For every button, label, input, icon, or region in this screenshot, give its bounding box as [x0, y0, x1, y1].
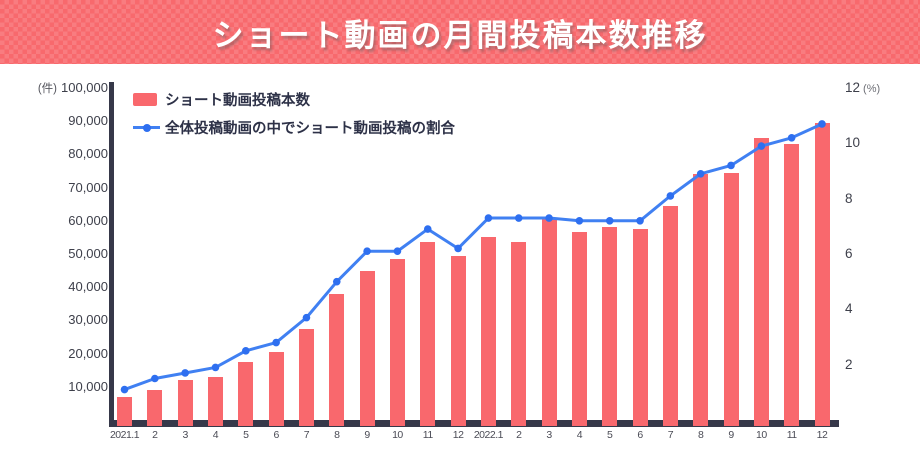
ratio-point-7	[666, 192, 675, 200]
legend-item-line: 全体投稿動画の中でショート動画投稿の割合	[133, 118, 455, 137]
ratio-point-2021.1	[120, 385, 129, 394]
bar-6	[268, 351, 284, 427]
x-axis-tick-label: 7	[667, 429, 674, 441]
bar-11	[784, 144, 800, 427]
bar-5	[602, 227, 618, 427]
ratio-point-7	[302, 313, 311, 322]
left-axis-line	[109, 82, 114, 426]
x-axis-tick-label: 9	[364, 429, 370, 441]
bar-swatch-icon	[133, 92, 157, 106]
bottom-axis-line	[109, 420, 839, 427]
bar-8	[693, 174, 709, 427]
ratio-point-11	[423, 225, 432, 233]
right-axis-tick-label: 10	[845, 135, 861, 151]
right-axis-tick-label: 4	[845, 301, 853, 317]
bar-8	[329, 293, 345, 427]
x-axis-tick-label: 6	[273, 429, 279, 441]
bar-7	[298, 328, 314, 427]
ratio-point-8	[332, 277, 341, 286]
bar-2022.1	[480, 237, 496, 427]
x-axis-tick-label: 10	[392, 429, 403, 441]
ratio-point-12	[454, 244, 462, 253]
bar-4	[571, 232, 587, 427]
ratio-point-2	[151, 374, 159, 383]
ratio-point-5	[605, 217, 614, 225]
x-axis-tick-label: 5	[243, 429, 249, 441]
x-axis-tick-label: 7	[303, 429, 310, 441]
bar-9	[359, 270, 375, 427]
left-axis-tick-label: 40,000	[68, 279, 108, 295]
bar-3	[541, 219, 557, 427]
x-axis-tick-label: 2	[516, 429, 522, 441]
bar-4	[207, 376, 223, 427]
x-axis-tick-label: 8	[334, 429, 340, 441]
left-axis-tick-label: 60,000	[68, 212, 108, 228]
x-axis-tick-label: 2021.1	[109, 429, 140, 441]
left-axis-tick-label: 70,000	[68, 179, 108, 195]
right-axis-tick-label: 6	[845, 246, 853, 261]
x-axis-tick-label: 3	[182, 429, 188, 441]
chart-legend: ショート動画投稿本数 全体投稿動画の中でショート動画投稿の割合	[133, 90, 455, 146]
bar-11	[420, 242, 436, 427]
left-axis-unit-label: (件)	[37, 83, 57, 95]
bar-3	[177, 380, 193, 427]
ratio-point-4	[575, 217, 584, 225]
ratio-point-2	[514, 214, 523, 222]
x-axis-tick-label: 6	[637, 429, 643, 441]
x-axis-tick-label: 4	[576, 429, 583, 441]
ratio-line	[123, 122, 824, 392]
bar-2	[511, 242, 527, 427]
x-axis-tick-label: 12	[816, 429, 828, 441]
left-axis-tick-label: 10,000	[68, 378, 108, 394]
x-axis-tick-label: 10	[756, 429, 767, 441]
bar-7	[662, 205, 678, 427]
bar-5	[238, 361, 254, 427]
bar-12	[814, 122, 830, 427]
right-axis-tick-label: 8	[845, 190, 853, 206]
x-axis-tick-label: 8	[698, 429, 704, 441]
bar-12	[450, 255, 466, 427]
ratio-point-2022.1	[484, 214, 493, 222]
ratio-point-5	[242, 347, 250, 355]
right-axis-tick-label: 2	[845, 356, 853, 372]
left-axis-tick-label: 30,000	[68, 312, 108, 328]
bar-6	[632, 229, 648, 427]
bar-9	[723, 172, 739, 427]
bar-2021.1	[117, 396, 132, 427]
x-axis-tick-label: 11	[422, 429, 433, 441]
x-axis-tick-label: 11	[786, 429, 797, 441]
right-axis-unit-label: (%)	[863, 83, 881, 95]
legend-item-bars: ショート動画投稿本数	[133, 90, 455, 109]
x-axis-tick-label: 5	[607, 429, 613, 441]
legend-line-label: 全体投稿動画の中でショート動画投稿の割合	[165, 120, 455, 137]
x-axis-tick-label: 2	[152, 429, 158, 441]
legend-bar-label: ショート動画投稿本数	[165, 92, 310, 109]
x-axis-tick-label: 9	[728, 429, 734, 441]
left-axis-tick-label: (件) 100,000	[37, 80, 108, 95]
x-axis-tick-label: 2022.1	[473, 429, 504, 441]
line-swatch-icon	[133, 121, 160, 134]
ratio-point-4	[211, 363, 220, 372]
ratio-point-3	[181, 369, 189, 377]
ratio-point-6	[636, 217, 644, 225]
ratio-point-11	[787, 134, 796, 142]
ratio-point-9	[727, 161, 735, 170]
left-axis-tick-label: 50,000	[68, 246, 108, 261]
left-axis-tick-label: 20,000	[68, 345, 108, 361]
ratio-point-9	[363, 247, 371, 256]
x-axis-tick-label: 4	[212, 429, 219, 441]
ratio-point-10	[393, 247, 402, 256]
x-axis-tick-label: 3	[546, 429, 552, 441]
title-banner: ショート動画の月間投稿本数推移	[0, 0, 920, 64]
bar-2	[147, 390, 163, 427]
left-axis-tick-label: 90,000	[68, 113, 108, 129]
left-axis-tick-label: 80,000	[68, 146, 108, 162]
bar-10	[389, 258, 405, 427]
page-title: ショート動画の月間投稿本数推移	[212, 17, 708, 53]
right-axis-tick-label: 12 (%)	[845, 80, 881, 95]
x-axis-tick-label: 12	[452, 429, 464, 441]
ratio-point-6	[272, 338, 280, 347]
bar-10	[753, 137, 769, 427]
